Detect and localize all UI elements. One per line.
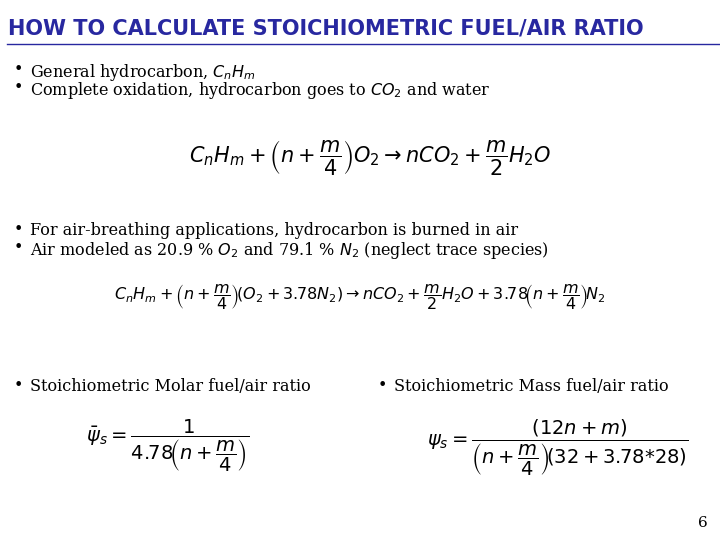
Text: •: •	[14, 240, 23, 255]
Text: Complete oxidation, hydrocarbon goes to $CO_2$ and water: Complete oxidation, hydrocarbon goes to …	[30, 80, 490, 101]
Text: Air modeled as 20.9 % $O_2$ and 79.1 % $N_2$ (neglect trace species): Air modeled as 20.9 % $O_2$ and 79.1 % $…	[30, 240, 549, 261]
Text: •: •	[378, 378, 387, 393]
Text: •: •	[14, 378, 23, 393]
Text: For air-breathing applications, hydrocarbon is burned in air: For air-breathing applications, hydrocar…	[30, 222, 518, 239]
Text: $C_nH_m + \left(n+\dfrac{m}{4}\right)O_2 \rightarrow nCO_2 + \dfrac{m}{2}H_2O$: $C_nH_m + \left(n+\dfrac{m}{4}\right)O_2…	[189, 138, 551, 177]
Text: •: •	[14, 80, 23, 95]
Text: General hydrocarbon, $C_nH_m$: General hydrocarbon, $C_nH_m$	[30, 62, 256, 83]
Text: $\bar{\psi}_s = \dfrac{1}{4.78\!\left(n+\dfrac{m}{4}\right)}$: $\bar{\psi}_s = \dfrac{1}{4.78\!\left(n+…	[86, 418, 250, 474]
Text: •: •	[14, 222, 23, 237]
Text: •: •	[14, 62, 23, 77]
Text: $C_nH_m + \left(n+\dfrac{m}{4}\right)\!\left(O_2+3.78N_2\right)\rightarrow nCO_2: $C_nH_m + \left(n+\dfrac{m}{4}\right)\!\…	[114, 282, 606, 312]
Text: Stoichiometric Mass fuel/air ratio: Stoichiometric Mass fuel/air ratio	[394, 378, 669, 395]
Text: HOW TO CALCULATE STOICHIOMETRIC FUEL/AIR RATIO: HOW TO CALCULATE STOICHIOMETRIC FUEL/AIR…	[8, 18, 644, 38]
Text: $\psi_s = \dfrac{\left(12n+m\right)}{\left(n+\dfrac{m}{4}\right)\!(32+3.78{*}28): $\psi_s = \dfrac{\left(12n+m\right)}{\le…	[427, 418, 689, 478]
Text: 6: 6	[698, 516, 708, 530]
Text: Stoichiometric Molar fuel/air ratio: Stoichiometric Molar fuel/air ratio	[30, 378, 311, 395]
